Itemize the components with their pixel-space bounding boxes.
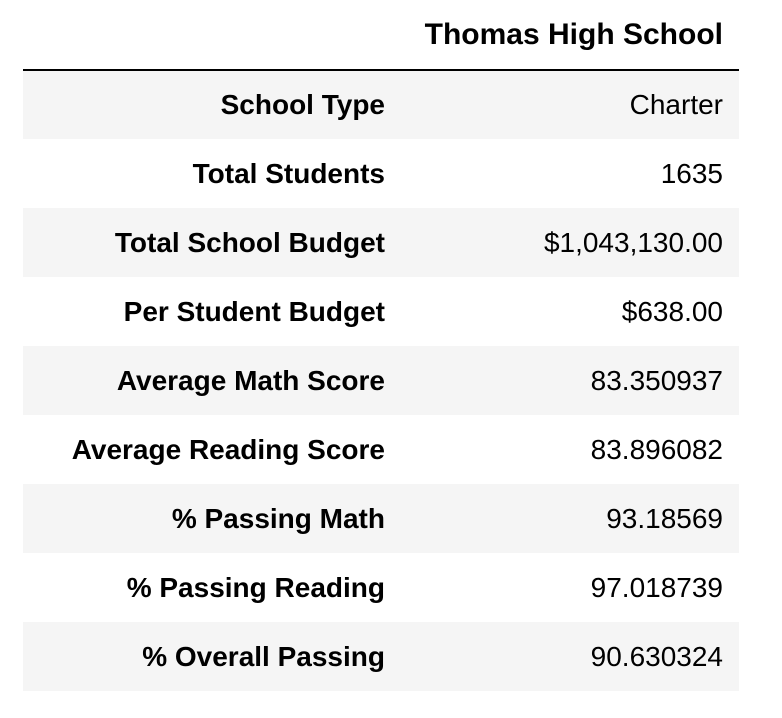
table-header: Thomas High School bbox=[23, 0, 739, 71]
row-value: $638.00 bbox=[621, 295, 723, 327]
row-label: Total School Budget bbox=[114, 226, 385, 258]
table-row: Total School Budget $1,043,130.00 bbox=[23, 208, 739, 277]
row-value: 93.18569 bbox=[606, 502, 723, 534]
table-row: % Passing Math 93.18569 bbox=[23, 484, 739, 553]
row-label: % Passing Reading bbox=[126, 571, 385, 603]
row-label: School Type bbox=[220, 89, 385, 120]
row-value: 83.350937 bbox=[590, 364, 723, 396]
row-value: 83.896082 bbox=[590, 433, 723, 465]
row-label: Average Math Score bbox=[116, 364, 385, 396]
row-value: $1,043,130.00 bbox=[543, 226, 723, 258]
table-body: School Type Charter Total Students 1635 … bbox=[23, 70, 739, 691]
table-row: % Passing Reading 97.018739 bbox=[23, 553, 739, 622]
column-header-school: Thomas High School bbox=[387, 0, 739, 71]
row-label: % Overall Passing bbox=[142, 640, 385, 672]
row-value: 1635 bbox=[660, 157, 723, 189]
row-label: Per Student Budget bbox=[123, 295, 385, 327]
table-row: Average Math Score 83.350937 bbox=[23, 346, 739, 415]
table-row: % Overall Passing 90.630324 bbox=[23, 622, 739, 691]
table-row: Average Reading Score 83.896082 bbox=[23, 415, 739, 484]
row-label: % Passing Math bbox=[171, 502, 385, 534]
table-row: Total Students 1635 bbox=[23, 139, 739, 208]
table-row: Per Student Budget $638.00 bbox=[23, 277, 739, 346]
school-summary-table: Thomas High School School Type Charter T… bbox=[23, 0, 739, 691]
row-label: Average Reading Score bbox=[71, 433, 385, 465]
row-value: 97.018739 bbox=[590, 571, 723, 603]
row-value: Charter bbox=[629, 89, 723, 120]
header-row: Thomas High School bbox=[23, 0, 739, 71]
row-value: 90.630324 bbox=[590, 640, 723, 672]
table-row: School Type Charter bbox=[23, 70, 739, 139]
corner-header bbox=[23, 0, 387, 71]
row-label: Total Students bbox=[192, 157, 385, 189]
